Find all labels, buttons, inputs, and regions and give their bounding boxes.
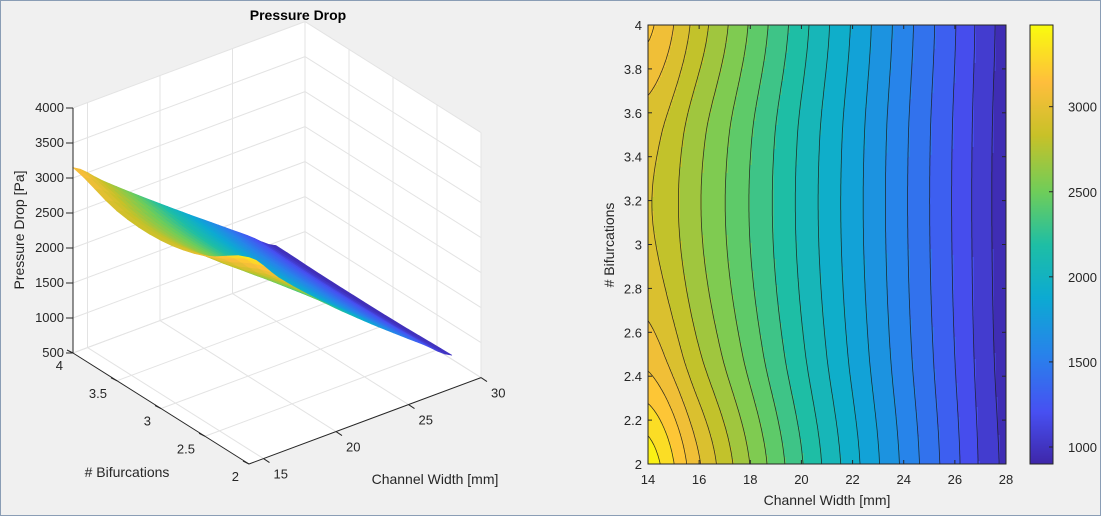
y-axis-label: # Bifurcations <box>85 464 170 480</box>
grid-line <box>204 349 438 437</box>
surface-plot: 500100015002000250030003500400022.533.54… <box>11 7 505 487</box>
grid-line <box>304 196 482 309</box>
z-tick-label: 2000 <box>35 240 64 255</box>
z-tick-label: 4000 <box>35 100 64 115</box>
surface-title: Pressure Drop <box>250 7 346 23</box>
y-tick-label: 2.5 <box>177 441 195 456</box>
x-tick <box>408 404 415 410</box>
x-tick-label: 30 <box>491 386 505 401</box>
grid-line <box>72 21 306 109</box>
x-tick <box>480 377 488 383</box>
y-tick-label: 3.5 <box>89 386 107 401</box>
grid-line <box>160 321 394 409</box>
x-tick <box>335 431 343 437</box>
surface-mesh <box>71 166 453 356</box>
grid-line <box>72 56 306 144</box>
y-tick-label: 2 <box>232 469 239 484</box>
grid-line <box>72 161 306 249</box>
z-axis-label: Pressure Drop [Pa] <box>11 170 27 289</box>
z-tick-label: 1000 <box>35 310 64 325</box>
z-tick-label: 3500 <box>35 135 64 150</box>
grid-line <box>72 91 306 179</box>
axes-walls <box>72 21 482 465</box>
z-tick-label: 1500 <box>35 275 64 290</box>
y-tick-label: 4 <box>56 358 63 373</box>
grid-line <box>304 126 482 239</box>
z-tick-label: 2500 <box>35 205 64 220</box>
x-tick <box>263 458 270 464</box>
x-tick-label: 25 <box>419 413 433 428</box>
z-tick-label: 3000 <box>35 170 64 185</box>
x-axis-label: Channel Width [mm] <box>372 471 499 487</box>
grid-line <box>72 266 306 354</box>
grid-line <box>304 161 482 274</box>
grid-line <box>304 21 482 134</box>
grid-line <box>116 293 350 382</box>
x-tick-label: 15 <box>274 467 288 482</box>
y-tick-label: 3 <box>144 414 151 429</box>
x-tick-label: 20 <box>346 440 360 455</box>
grid-line <box>304 91 482 204</box>
grid-line <box>304 231 482 344</box>
grid-line <box>304 56 482 169</box>
